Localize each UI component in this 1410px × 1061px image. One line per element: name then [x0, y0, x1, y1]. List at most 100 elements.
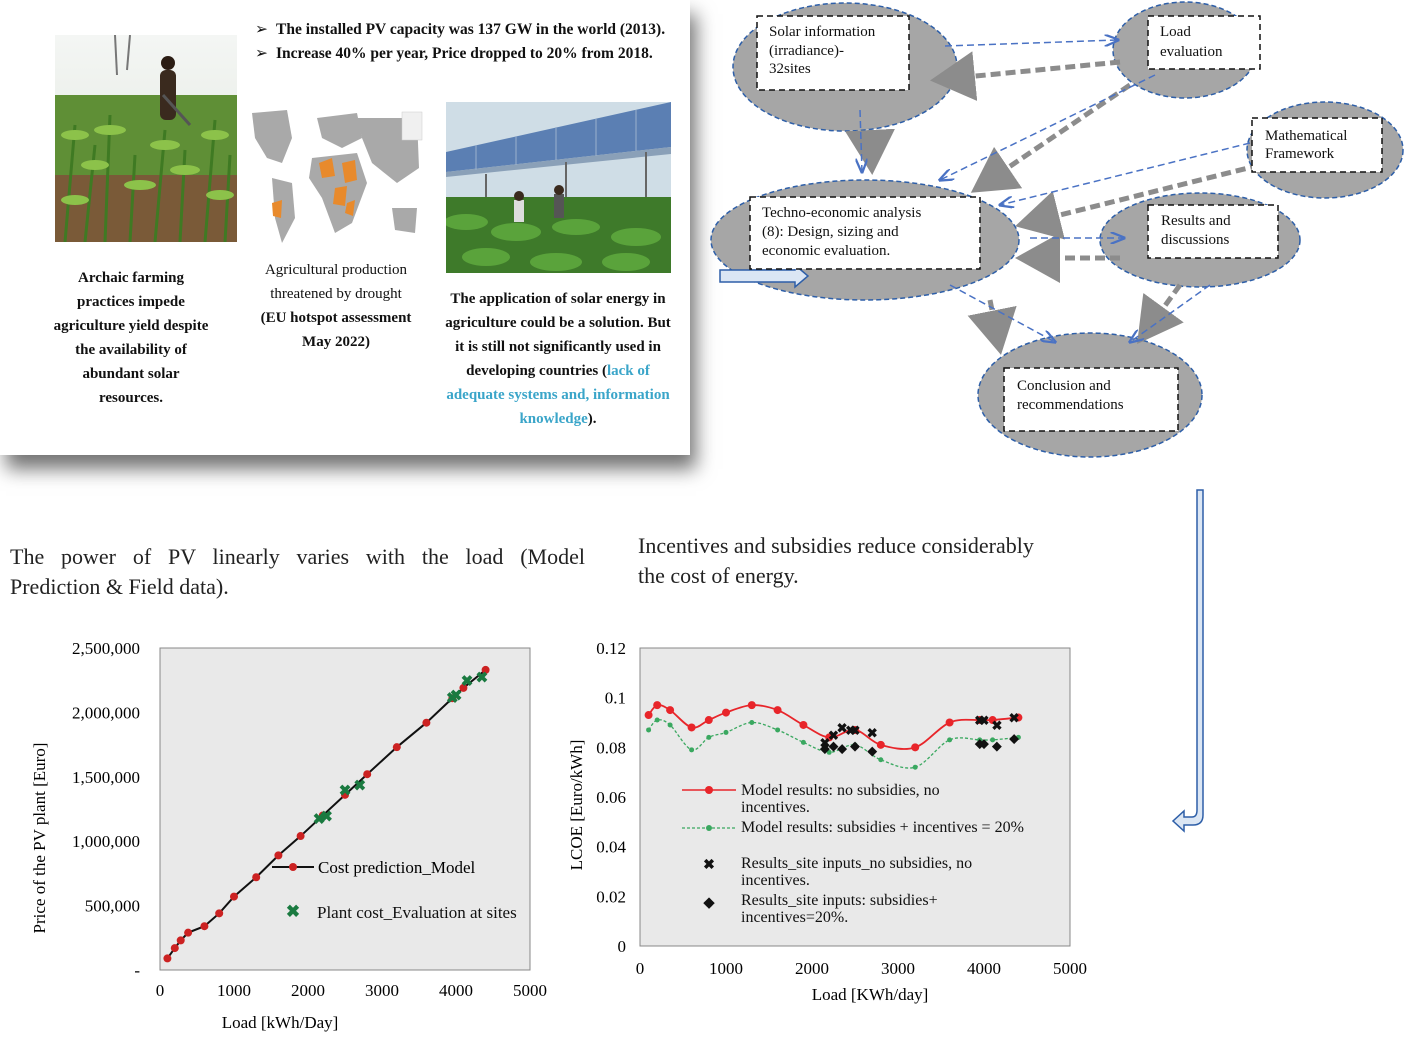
site-subsidy-point: ◆	[975, 735, 985, 750]
techno-node-line: economic evaluation.	[762, 243, 890, 259]
no-subsidy-model-point	[799, 720, 808, 729]
plot-area	[639, 647, 1071, 947]
solar-application-caption: The application of solar energy in agric…	[432, 287, 684, 431]
results-node-line: Results and	[1161, 213, 1231, 229]
math-node-line: Mathematical	[1265, 128, 1347, 144]
no-subsidy-model-point	[825, 733, 834, 742]
subsidy-model-point	[646, 727, 652, 733]
no-subsidy-model-point	[773, 706, 782, 715]
no-subsidy-model-point	[687, 723, 696, 732]
y-tick-label: 0.02	[596, 887, 626, 906]
subsidy-model-line	[648, 719, 1019, 769]
cost-model-point	[274, 851, 283, 860]
lcoe-chart: 0 0.02 0.04 0.06 0.08 0.1 0.12 0 1000 2000 3000 40…	[560, 620, 1120, 1040]
site-subsidy-point: ◆	[1009, 730, 1019, 745]
solar-caption-line: it is still not significantly used in	[455, 339, 661, 355]
y-tick-labels: - 500,000 1,000,000 1,500,000 2,000,000 2,500…	[72, 639, 140, 980]
grey-feedback-arrows	[845, 51, 1261, 355]
left-heading-line: The power of PV linearly varies with the…	[10, 544, 585, 569]
left-heading-line: Prediction & Field data).	[10, 574, 229, 599]
drought-caption-line: (EU hotspot assessment	[260, 310, 412, 326]
y-tick-label: 0.1	[605, 689, 626, 708]
subsidy-model-point	[878, 757, 884, 763]
left-chart-heading: The power of PV linearly varies with the…	[10, 542, 610, 602]
solar-node-line: 32sites	[769, 61, 811, 77]
no-subsidy-model-point	[851, 725, 859, 734]
subsidy-model-point	[749, 720, 755, 725]
techno-node-box	[749, 196, 981, 270]
legend-site-no-subsidy-label: Results_site inputs_no subsidies, no inc…	[741, 855, 973, 889]
results-node-box	[1147, 204, 1279, 259]
cost-model-point	[392, 743, 401, 752]
x-tick-label: 5000	[513, 981, 547, 1000]
conclusion-node-box	[1003, 367, 1179, 432]
right-chart-heading: Incentives and subsidies reduce consider…	[638, 531, 1118, 591]
x-axis-label: Load [KWh/day]	[812, 985, 929, 1004]
feedback-arrow	[930, 51, 1121, 102]
x-tick-label: 1000	[709, 959, 743, 978]
no-subsidy-model-point	[704, 716, 713, 725]
subsidy-model-point	[667, 722, 673, 728]
cost-model-point	[215, 909, 224, 918]
site-subsidy-series: ◆◆◆ ◆ ◆ ◆◆ ◆ ◆	[820, 730, 1019, 757]
subsidy-model-point	[852, 742, 858, 748]
techno-node-line: Techno-economic analysis	[762, 205, 921, 221]
site-no-subsidy-point: ✖	[991, 718, 1002, 733]
no-subsidy-model-point	[911, 743, 920, 752]
no-subsidy-model-point	[988, 716, 997, 725]
legend-model-label: Cost prediction_Model	[318, 858, 476, 877]
cost-model-point	[318, 811, 327, 820]
y-tick-labels: 0 0.02 0.04 0.06 0.08 0.1 0.12	[596, 639, 626, 956]
site-no-subsidy-point: ✖	[850, 723, 861, 738]
subsidy-model-point	[947, 737, 953, 743]
node-boxes: Solar information (irradiance)- 32sites …	[749, 15, 1383, 432]
flow-arrow	[940, 74, 1156, 180]
feedback-arrow	[845, 128, 895, 175]
subsidy-model-point	[990, 737, 996, 743]
farming-caption-line: practices impede	[77, 294, 185, 310]
intro-slide: The installed PV capacity was 137 GW in …	[0, 0, 690, 455]
load-node-line: evaluation	[1160, 44, 1223, 60]
site-subsidy-point: ◆	[979, 735, 989, 750]
site-subsidy-point: ◆	[867, 743, 877, 758]
y-axis-label: LCOE [Euro/kWh]	[567, 740, 586, 871]
no-subsidy-model-point	[876, 740, 885, 749]
feedback-arrow	[1137, 283, 1184, 345]
solar-caption-highlight: knowledge	[519, 411, 588, 427]
cost-model-point	[481, 665, 490, 674]
farming-caption-line: resources.	[98, 390, 163, 406]
y-axis-label: Price of the PV plant [Euro]	[30, 743, 49, 934]
y-tick-label: 1,000,000	[72, 832, 140, 851]
subsidy-model-point	[706, 734, 712, 740]
farming-caption: Archaic farming practices impede agricul…	[40, 266, 222, 410]
cost-model-point	[252, 873, 261, 882]
y-tick-label: -	[134, 961, 140, 980]
site-no-subsidy-point: ✖	[819, 735, 830, 750]
return-arrow-shape	[1171, 489, 1204, 833]
site-evaluation-point: ✖	[446, 691, 459, 707]
no-subsidy-model-point	[747, 701, 756, 710]
feedback-arrow	[1015, 162, 1261, 240]
solar-caption-line: developing countries (lack of	[432, 359, 684, 383]
y-tick-label: 2,500,000	[72, 639, 140, 658]
no-subsidy-model-point	[666, 706, 675, 715]
flow-arrow	[1130, 284, 1211, 342]
cost-model-point	[296, 832, 305, 841]
site-evaluation-series: ✖✖✖ ✖✖✖✖ ✖	[313, 670, 488, 828]
fact-installed-capacity: The installed PV capacity was 137 GW in …	[255, 18, 685, 42]
farming-photo	[55, 35, 237, 242]
subsidy-model-point	[654, 717, 660, 723]
drought-caption: Agricultural production threatened by dr…	[246, 258, 426, 354]
x-tick-labels: 0 1000 2000 3000 4000 5000	[636, 959, 1087, 978]
subsidy-model-point	[826, 749, 832, 755]
cost-model-point	[422, 718, 431, 727]
site-subsidy-point: ◆	[829, 738, 839, 753]
site-no-subsidy-point: ✖	[845, 723, 856, 738]
conclusion-node-line: Conclusion and	[1017, 378, 1111, 394]
y-tick-label: 0.08	[596, 738, 626, 757]
farming-caption-line: the availability of	[75, 342, 187, 358]
drought-caption-line: Agricultural production	[264, 262, 408, 278]
drought-map-art	[247, 108, 425, 248]
site-no-subsidy-point: ✖	[974, 713, 985, 728]
solar-caption-text: ).	[587, 411, 597, 427]
